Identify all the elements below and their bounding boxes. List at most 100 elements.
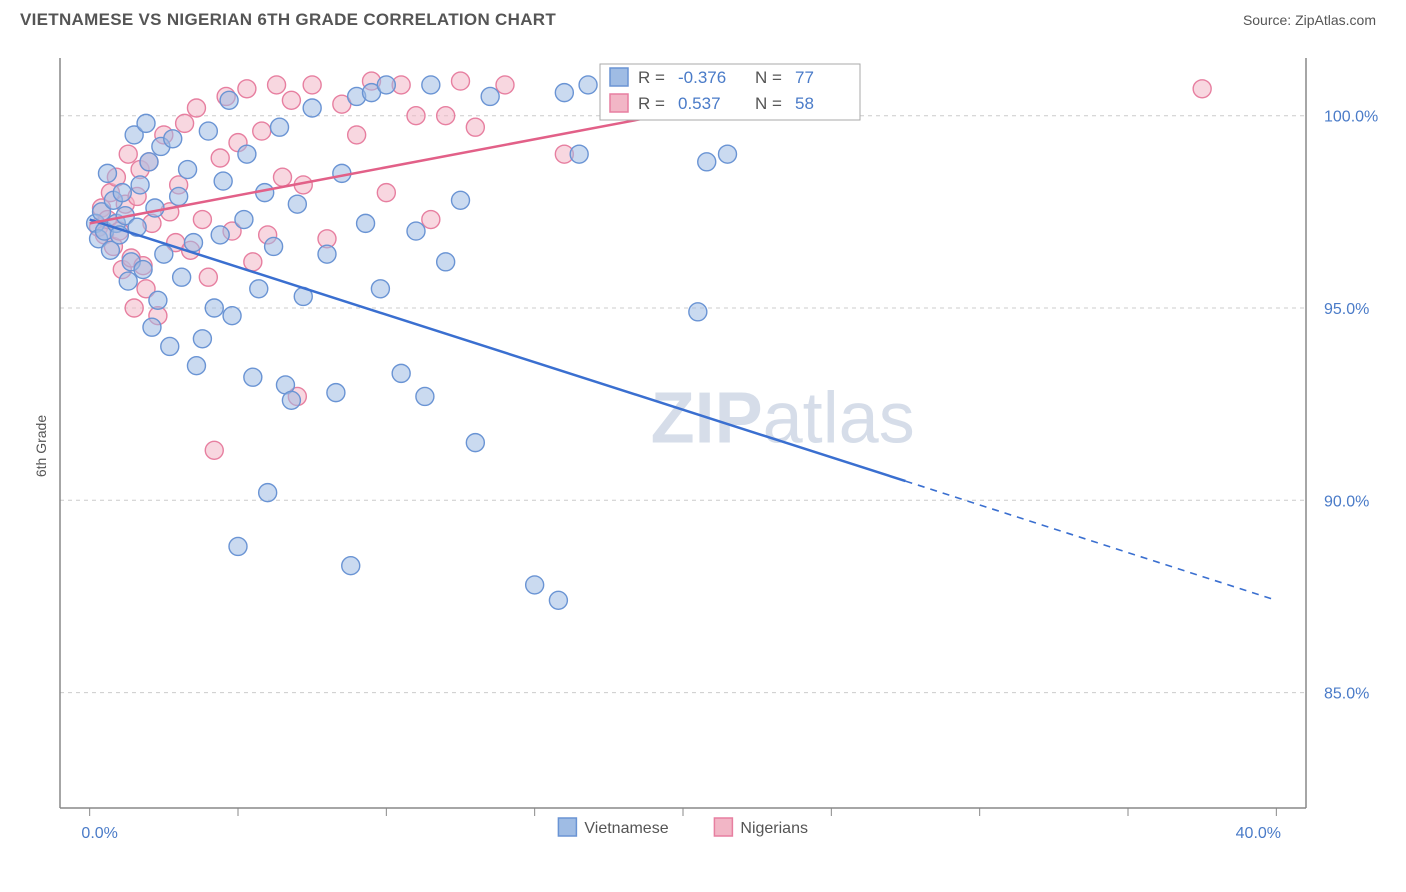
chart-container: ZIPatlas 0.0% 40.0% 85.0% 90.0% 95.0% 100.0% R …	[50, 44, 1390, 844]
scatter-point	[193, 330, 211, 348]
svg-text:100.0%: 100.0%	[1324, 109, 1378, 126]
scatter-point	[698, 153, 716, 171]
svg-text:85.0%: 85.0%	[1324, 686, 1369, 703]
scatter-point	[199, 122, 217, 140]
scatter-point	[407, 222, 425, 240]
scatter-point	[244, 368, 262, 386]
trend-line-extrapolated	[906, 481, 1277, 600]
scatter-point	[155, 245, 173, 263]
chart-header: VIETNAMESE VS NIGERIAN 6TH GRADE CORRELA…	[0, 0, 1406, 36]
scatter-point	[119, 272, 137, 290]
scatter-point	[193, 211, 211, 229]
legend-swatch-icon	[610, 68, 628, 86]
scatter-point	[187, 99, 205, 117]
legend-swatch-icon	[558, 818, 576, 836]
scatter-point	[134, 261, 152, 279]
stats-r-label: R =	[638, 94, 665, 113]
scatter-point	[187, 357, 205, 375]
stats-n-label: N =	[755, 94, 782, 113]
scatter-point	[140, 153, 158, 171]
scatter-point	[689, 303, 707, 321]
scatter-point	[229, 537, 247, 555]
scatter-point	[149, 291, 167, 309]
scatter-point	[422, 211, 440, 229]
scatter-point	[143, 318, 161, 336]
svg-text:ZIPatlas: ZIPatlas	[651, 379, 915, 459]
scatter-point	[125, 299, 143, 317]
scatter-point	[179, 161, 197, 179]
scatter-point	[288, 195, 306, 213]
svg-text:90.0%: 90.0%	[1324, 493, 1369, 510]
scatter-point	[327, 384, 345, 402]
stats-n-value: 77	[795, 68, 814, 87]
scatter-point	[170, 187, 188, 205]
scatter-point	[452, 191, 470, 209]
scatter-point	[211, 149, 229, 167]
scatter-point	[205, 441, 223, 459]
scatter-point	[342, 557, 360, 575]
scatter-point	[220, 91, 238, 109]
scatter-point	[205, 299, 223, 317]
svg-text:0.0%: 0.0%	[81, 825, 117, 842]
scatter-point	[407, 107, 425, 125]
scatter-point	[98, 164, 116, 182]
scatter-point	[392, 364, 410, 382]
scatter-point	[214, 172, 232, 190]
scatter-point	[113, 184, 131, 202]
scatter-point	[452, 72, 470, 90]
scatter-point	[1193, 80, 1211, 98]
scatter-point	[526, 576, 544, 594]
scatter-point	[555, 84, 573, 102]
svg-text:40.0%: 40.0%	[1236, 825, 1281, 842]
scatter-point	[437, 107, 455, 125]
scatter-point	[131, 176, 149, 194]
legend-swatch-icon	[714, 818, 732, 836]
scatter-point	[303, 99, 321, 117]
scatter-point	[348, 126, 366, 144]
svg-text:95.0%: 95.0%	[1324, 301, 1369, 318]
stats-n-value: 58	[795, 94, 814, 113]
legend-swatch-icon	[610, 94, 628, 112]
scatter-point	[244, 253, 262, 271]
scatter-point	[437, 253, 455, 271]
scatter-point	[238, 80, 256, 98]
scatter-point	[549, 591, 567, 609]
scatter-point	[719, 145, 737, 163]
scatter-point	[164, 130, 182, 148]
scatter-point	[371, 280, 389, 298]
scatter-point	[570, 145, 588, 163]
stats-r-label: R =	[638, 68, 665, 87]
scatter-point	[223, 307, 241, 325]
scatter-point	[211, 226, 229, 244]
scatter-point	[268, 76, 286, 94]
scatter-point	[416, 387, 434, 405]
scatter-chart: ZIPatlas 0.0% 40.0% 85.0% 90.0% 95.0% 100.0% R …	[50, 44, 1390, 844]
scatter-point	[481, 87, 499, 105]
scatter-point	[173, 268, 191, 286]
stats-r-value: 0.537	[678, 94, 721, 113]
scatter-point	[282, 91, 300, 109]
scatter-point	[466, 118, 484, 136]
scatter-point	[282, 391, 300, 409]
scatter-point	[422, 76, 440, 94]
scatter-point	[466, 434, 484, 452]
source-label: Source: ZipAtlas.com	[1243, 12, 1376, 28]
scatter-point	[357, 214, 375, 232]
scatter-point	[271, 118, 289, 136]
scatter-point	[199, 268, 217, 286]
scatter-point	[259, 484, 277, 502]
scatter-point	[250, 280, 268, 298]
scatter-point	[161, 337, 179, 355]
scatter-point	[274, 168, 292, 186]
scatter-point	[235, 211, 253, 229]
scatter-point	[176, 114, 194, 132]
legend-label: Vietnamese	[584, 820, 668, 837]
scatter-point	[377, 184, 395, 202]
scatter-point	[303, 76, 321, 94]
chart-title: VIETNAMESE VS NIGERIAN 6TH GRADE CORRELA…	[20, 10, 556, 30]
legend-label: Nigerians	[740, 820, 808, 837]
scatter-point	[137, 114, 155, 132]
scatter-point	[146, 199, 164, 217]
stats-n-label: N =	[755, 68, 782, 87]
scatter-point	[238, 145, 256, 163]
